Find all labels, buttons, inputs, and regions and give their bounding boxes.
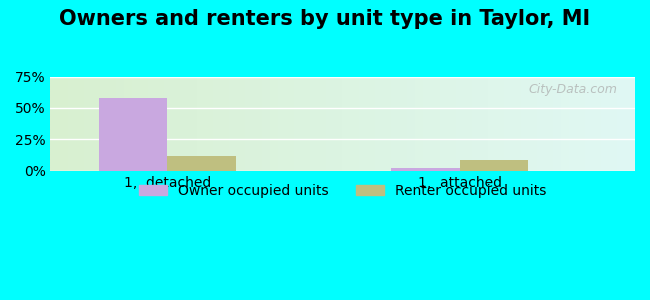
Text: Owners and renters by unit type in Taylor, MI: Owners and renters by unit type in Taylo…: [59, 9, 591, 29]
Bar: [99, 98, 168, 171]
Text: City-Data.com: City-Data.com: [528, 83, 618, 96]
Bar: [391, 168, 460, 171]
Bar: [460, 160, 528, 171]
Legend: Owner occupied units, Renter occupied units: Owner occupied units, Renter occupied un…: [133, 178, 552, 204]
Bar: [168, 156, 235, 171]
